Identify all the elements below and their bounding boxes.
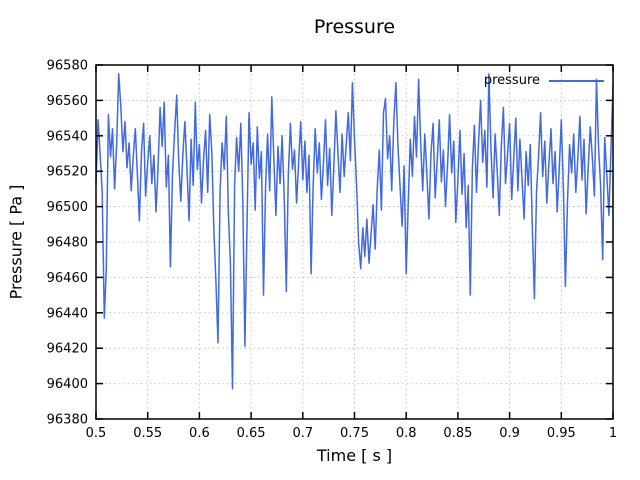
x-axis-label: Time [ s ] [316,446,393,465]
pressure-line [95,73,614,390]
y-tick-label: 96400 [47,377,88,392]
y-tick-label: 96440 [47,306,88,321]
y-tick-label: 96520 [47,165,88,180]
x-tick-label: 0.6 [189,426,210,441]
x-tick-label: 0.5 [86,426,107,441]
y-tick-label: 96540 [47,129,88,144]
x-tick-label: 1 [609,426,617,441]
y-tick-label: 96560 [47,94,88,109]
legend: pressure [484,73,604,89]
y-tick-label: 96480 [47,236,88,251]
x-tick-label: 0.95 [547,426,576,441]
y-tick-label: 96460 [47,271,88,286]
legend-label: pressure [483,73,540,88]
x-tick-label: 0.55 [133,426,162,441]
chart-title: Pressure [313,16,396,38]
x-tick-label: 0.7 [292,426,313,441]
y-tick-label: 96500 [47,200,88,215]
x-tick-label: 0.75 [340,426,369,441]
x-tick-label: 0.9 [499,426,520,441]
x-tick-label: 0.8 [396,426,417,441]
x-tick-label: 0.85 [443,426,472,441]
legend-line-sample [549,80,604,82]
y-tick-label: 96380 [47,413,88,428]
y-axis-label: Pressure [ Pa ] [6,184,26,300]
y-tick-label: 96420 [47,342,88,357]
y-tick-label: 96580 [47,59,88,74]
x-tick-label: 0.65 [237,426,266,441]
